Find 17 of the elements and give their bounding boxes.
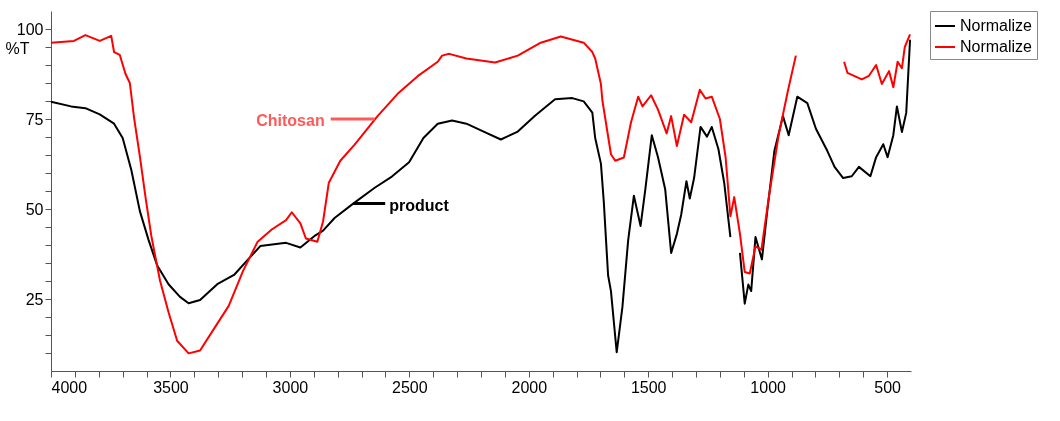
annotation: Chitosan: [256, 112, 325, 129]
y-tick-label: 25: [25, 290, 44, 308]
y-tick-label: 75: [25, 110, 44, 128]
legend-label: Normalize: [960, 38, 1033, 55]
x-tick-label: 500: [874, 378, 902, 396]
y-tick-label: 100: [16, 20, 44, 38]
y-axis-title: %T: [5, 39, 30, 57]
x-tick-label: 1500: [630, 378, 667, 396]
annotation: product: [389, 196, 450, 214]
x-tick-label: 3500: [153, 378, 189, 396]
x-tick-label: 2000: [511, 378, 548, 396]
x-tick-label: 4000: [51, 378, 88, 396]
x-tick-label: 2500: [392, 378, 428, 396]
legend-label: Normalize: [960, 17, 1033, 34]
x-tick-label: 1000: [750, 378, 787, 396]
y-tick-label: 50: [25, 200, 44, 218]
x-tick-label: 3000: [272, 378, 309, 396]
